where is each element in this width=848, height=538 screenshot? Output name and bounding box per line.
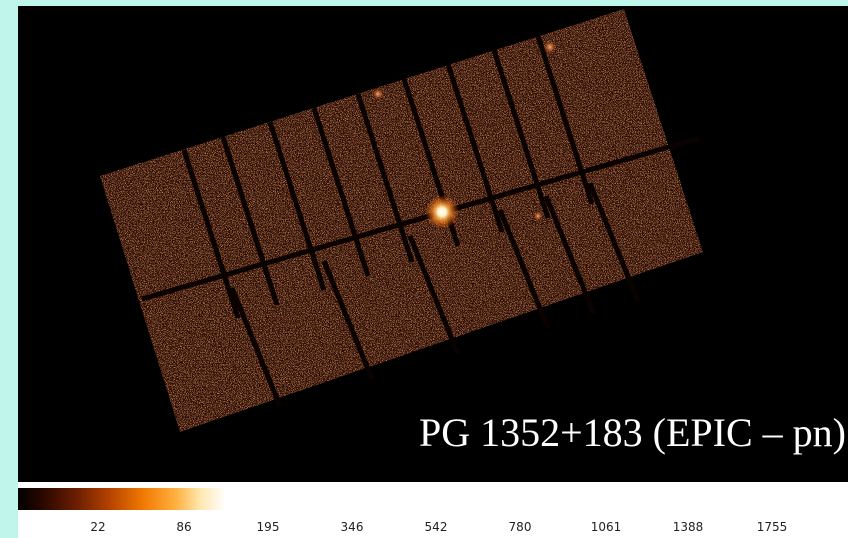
- colorbar-tick-label: 195: [256, 520, 280, 534]
- colorbar-tick-label: 542: [424, 520, 448, 534]
- colorbar: [18, 488, 848, 510]
- detector-image: [100, 9, 703, 432]
- faint-source: [533, 211, 543, 221]
- colorbar-ticks: 22 86 195 346 542 780 1061 1388 1755: [18, 520, 848, 538]
- figure-frame: PG 1352+183 (EPIC – pn) 22 86 195 346 54…: [18, 6, 848, 538]
- colorbar-tick-label: 22: [90, 520, 106, 534]
- xray-image-panel: PG 1352+183 (EPIC – pn): [18, 6, 848, 482]
- colorbar-tick-label: 1755: [756, 520, 788, 534]
- colorbar-tick-label: 1388: [672, 520, 704, 534]
- bright-source: [425, 195, 459, 229]
- detector-grain: [100, 9, 703, 432]
- colorbar-tick-label: 780: [508, 520, 532, 534]
- faint-source: [372, 88, 384, 100]
- image-caption: PG 1352+183 (EPIC – pn): [418, 410, 846, 455]
- colorbar-tick-label: 1061: [590, 520, 622, 534]
- colorbar-tick-label: 86: [176, 520, 192, 534]
- colorbar-tick-label: 346: [340, 520, 364, 534]
- ccd-gaps: [141, 35, 701, 407]
- faint-source: [543, 40, 557, 54]
